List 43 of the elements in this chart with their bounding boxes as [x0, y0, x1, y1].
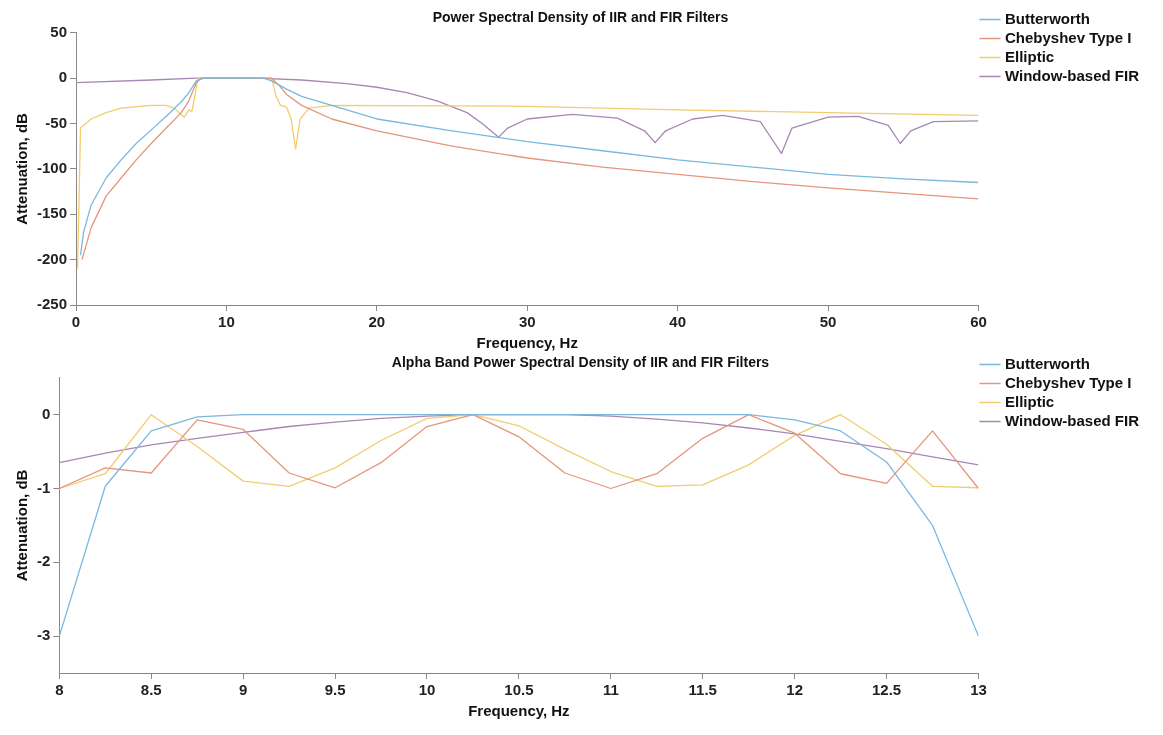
y-tick-label: -100	[36, 159, 68, 177]
legend-label: Window-based FIR	[1004, 411, 1140, 429]
x-tick-label: 60	[970, 313, 987, 331]
y-tick-label: -50	[45, 113, 68, 131]
x-tick-label: 11	[602, 681, 619, 699]
x-tick-label: 8	[55, 681, 64, 699]
y-tick-label: -3	[36, 626, 51, 644]
x-tick-label: 40	[669, 313, 686, 331]
x-tick-label: 30	[518, 313, 536, 331]
y-tick-label: -1	[36, 478, 51, 496]
y-tick-label: -250	[36, 295, 68, 313]
chart-title: Power Spectral Density of IIR and FIR Filters	[432, 9, 729, 26]
x-axis-title: Frequency, Hz	[468, 702, 570, 720]
y-axis-title: Attenuation, dB	[13, 469, 31, 582]
x-tick-label: 10	[218, 313, 235, 331]
x-tick-label: 12.5	[871, 681, 902, 699]
x-tick-label: 8.5	[140, 681, 162, 699]
x-tick-label: 20	[368, 313, 386, 331]
y-tick-label: 0	[58, 68, 68, 86]
x-tick-label: 9.5	[324, 681, 346, 699]
y-tick-label: 50	[50, 22, 68, 40]
legend-label: Elliptic	[1004, 392, 1055, 410]
y-tick-label: -2	[36, 552, 51, 570]
y-tick-label: 0	[41, 404, 51, 422]
x-tick-label: 10	[418, 681, 436, 699]
x-tick-label: 12	[786, 681, 803, 699]
chart-title: Alpha Band Power Spectral Density of IIR and FIR Filters	[391, 354, 770, 371]
x-tick-label: 0	[71, 313, 81, 331]
legend-label: Butterworth	[1004, 9, 1090, 27]
x-axis-title: Frequency, Hz	[476, 334, 578, 352]
y-tick-label: -200	[36, 249, 68, 267]
y-tick-label: -150	[36, 204, 68, 222]
legend-label: Chebyshev Type I	[1004, 28, 1132, 46]
x-tick-label: 11.5	[688, 681, 717, 699]
legend-label: Chebyshev Type I	[1004, 373, 1132, 391]
legend-label: Butterworth	[1004, 354, 1090, 372]
x-tick-label: 13	[970, 681, 987, 699]
x-tick-label: 9	[238, 681, 248, 699]
x-tick-label: 10.5	[504, 681, 534, 699]
legend-label: Elliptic	[1004, 47, 1055, 65]
x-tick-label: 50	[819, 313, 837, 331]
legend-label: Window-based FIR	[1004, 66, 1140, 84]
y-axis-title: Attenuation, dB	[13, 112, 31, 225]
